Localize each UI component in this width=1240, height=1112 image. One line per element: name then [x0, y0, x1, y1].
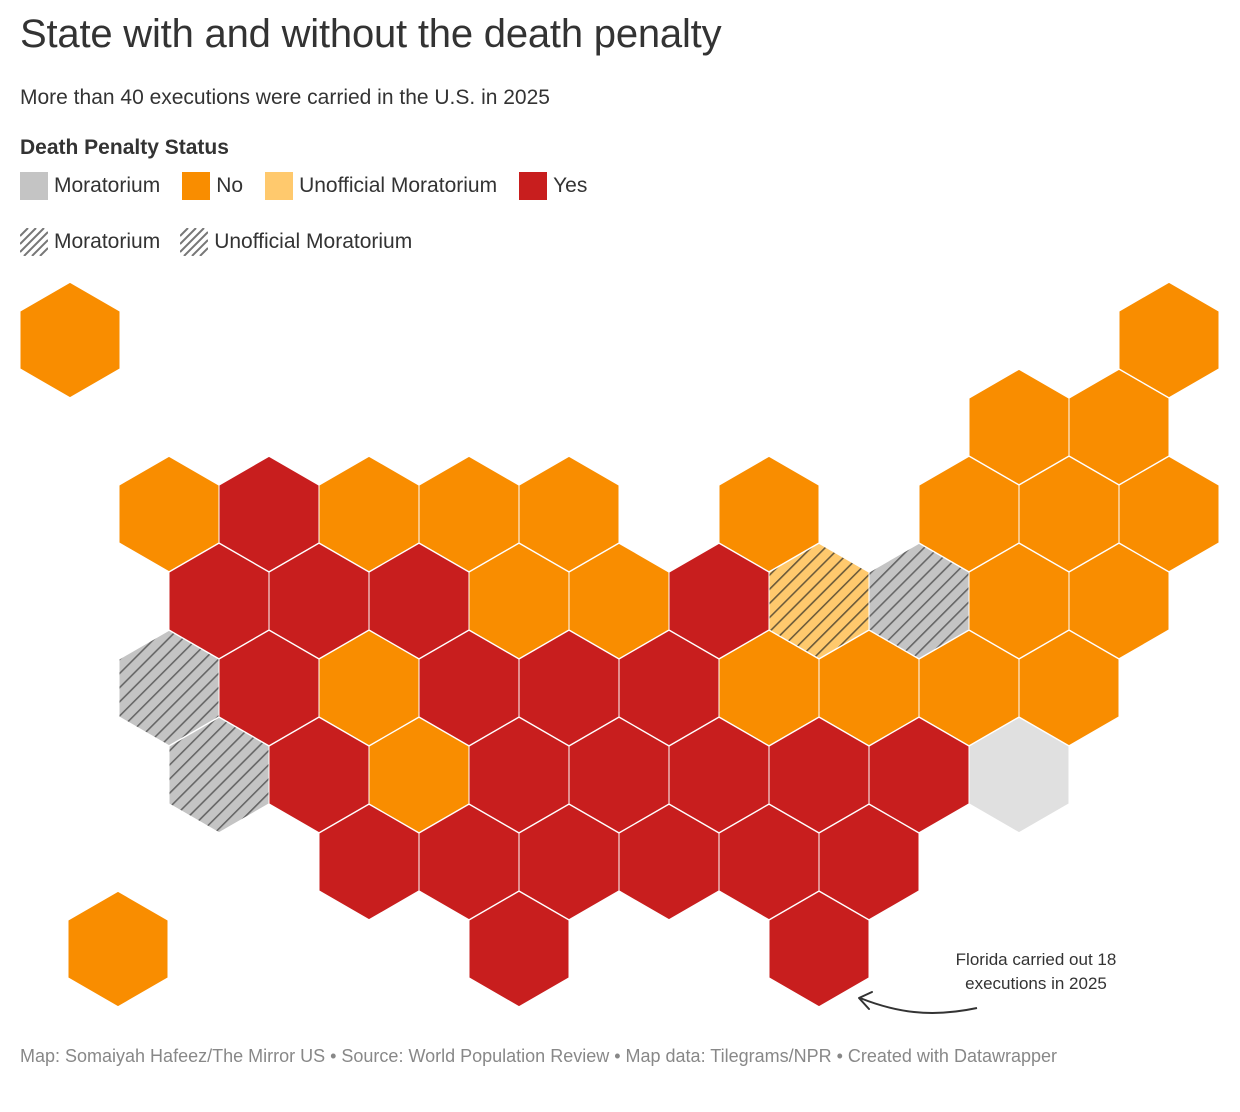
legend-item-moratorium-hatched: Moratorium — [20, 228, 160, 256]
legend-label: Yes — [553, 174, 588, 197]
hatch-swatch-icon — [180, 228, 209, 256]
state-tiles — [19, 281, 1220, 1008]
legend-label: Unofficial Moratorium — [299, 174, 498, 197]
state-tile-yes — [468, 890, 570, 1008]
legend-label: No — [216, 174, 244, 197]
chart-title: State with and without the death penalty — [20, 12, 722, 56]
florida-annotation: Florida carried out 18 executions in 202… — [900, 948, 1172, 996]
swatch-no-icon — [182, 172, 211, 200]
florida-annotation-arrow-icon — [858, 991, 978, 1014]
chart-subtitle: More than 40 executions were carried in … — [20, 86, 550, 109]
legend-solid-row: Moratorium No Unofficial Moratorium Yes — [20, 172, 609, 200]
legend-item-unofficial-moratorium-hatched: Unofficial Moratorium — [180, 228, 412, 256]
source-footer: Map: Somaiyah Hafeez/The Mirror US • Sou… — [20, 1046, 1057, 1066]
legend-item-moratorium: Moratorium — [20, 172, 160, 200]
legend-item-yes: Yes — [519, 172, 587, 200]
state-tile-yes — [768, 890, 870, 1008]
legend-label: Moratorium — [54, 174, 161, 197]
annotation-line-1: Florida carried out 18 — [955, 950, 1117, 969]
legend-item-unofficial-moratorium: Unofficial Moratorium — [265, 172, 497, 200]
swatch-unofficial-moratorium-icon — [265, 172, 294, 200]
legend-label: Moratorium — [54, 230, 161, 253]
state-tile-moratorium — [968, 716, 1070, 834]
state-tile-no — [19, 281, 121, 399]
legend-title: Death Penalty Status — [20, 136, 229, 159]
hatch-swatch-icon — [20, 228, 48, 256]
legend-label: Unofficial Moratorium — [214, 230, 413, 253]
legend-hatched-row: Moratorium Unofficial Moratorium — [20, 228, 432, 256]
annotation-line-2: executions in 2025 — [965, 974, 1107, 993]
swatch-yes-icon — [519, 172, 548, 200]
swatch-moratorium-icon — [20, 172, 48, 200]
state-tile-no — [67, 890, 169, 1008]
legend-item-no: No — [182, 172, 243, 200]
